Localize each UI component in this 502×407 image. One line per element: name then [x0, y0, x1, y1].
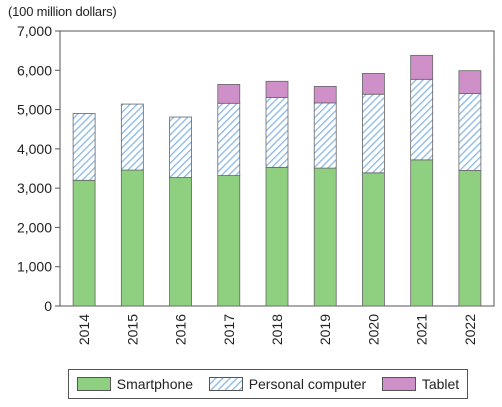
- y-axis-unit-label: (100 million dollars): [8, 4, 117, 19]
- bar-segment-personal-computer: [217, 102, 241, 176]
- y-tick-label: 0: [44, 298, 52, 314]
- legend-label-smartphone: Smartphone: [116, 376, 194, 392]
- legend-swatch-personal-computer: [208, 377, 243, 391]
- chart-legend: Smartphone Personal computer Tablet: [68, 369, 468, 399]
- y-tick-label: 4,000: [17, 141, 52, 157]
- legend-label-personal-computer: Personal computer: [248, 376, 367, 392]
- bar-segment-personal-computer: [410, 78, 434, 161]
- bar-segment-personal-computer: [72, 113, 96, 181]
- legend-swatch-smartphone: [76, 377, 111, 391]
- x-tick-label: 2022: [462, 314, 478, 345]
- y-tick-label: 7,000: [17, 23, 52, 39]
- bar-segment-tablet: [458, 70, 482, 94]
- bar-segment-smartphone: [362, 172, 385, 307]
- y-tick-label: 3,000: [17, 180, 52, 196]
- bar-segment-smartphone: [410, 159, 434, 307]
- bar-segment-tablet: [313, 85, 337, 104]
- x-tick-label: 2019: [317, 314, 333, 345]
- bar-segment-smartphone: [313, 167, 337, 307]
- y-tick-label: 1,000: [17, 259, 52, 275]
- y-tick-label: 6,000: [17, 62, 52, 78]
- x-tick-label: 2017: [221, 314, 237, 345]
- bar-segment-tablet: [410, 54, 434, 80]
- legend-label-tablet: Tablet: [421, 376, 460, 392]
- x-tick-label: 2015: [124, 314, 140, 345]
- bar-segment-tablet: [265, 80, 289, 98]
- bar-segment-smartphone: [120, 169, 144, 307]
- bar-segment-smartphone: [458, 170, 482, 307]
- bar-segment-personal-computer: [458, 93, 482, 171]
- legend-item-tablet: Tablet: [381, 376, 460, 392]
- bar-segment-personal-computer: [313, 102, 337, 169]
- bar-segment-smartphone: [72, 179, 96, 307]
- legend-item-smartphone: Smartphone: [76, 376, 194, 392]
- y-tick-label: 5,000: [17, 102, 52, 118]
- bar-segment-personal-computer: [362, 93, 385, 174]
- x-tick-label: 2016: [173, 314, 189, 345]
- legend-swatch-tablet: [381, 377, 416, 391]
- bar-segment-personal-computer: [120, 103, 144, 171]
- bar-segment-smartphone: [169, 177, 192, 307]
- legend-item-personal-computer: Personal computer: [208, 376, 367, 392]
- x-tick-label: 2014: [76, 314, 92, 345]
- bar-segment-smartphone: [217, 175, 241, 307]
- bar-segment-personal-computer: [169, 116, 192, 178]
- x-tick-label: 2020: [365, 314, 381, 345]
- x-tick-label: 2018: [269, 314, 285, 345]
- bar-segment-smartphone: [265, 166, 289, 307]
- bar-segment-tablet: [217, 84, 241, 104]
- bar-segment-personal-computer: [265, 96, 289, 168]
- x-tick-label: 2021: [414, 314, 430, 345]
- y-tick-label: 2,000: [17, 219, 52, 235]
- bar-segment-tablet: [362, 73, 385, 95]
